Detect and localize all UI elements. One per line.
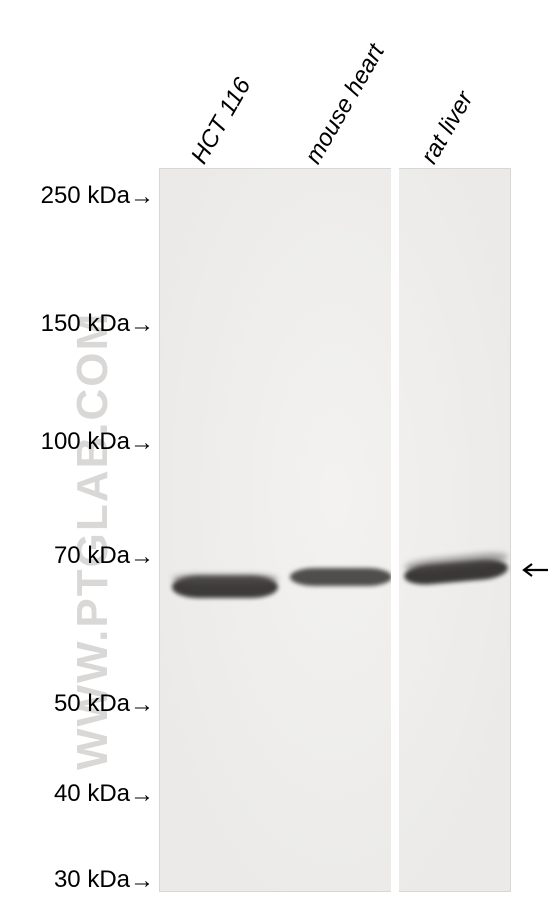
mw-value: 50 kDa (54, 690, 130, 717)
arrow-right-icon: → (130, 867, 154, 895)
arrow-right-icon: → (130, 543, 154, 571)
lane-divider (391, 168, 399, 892)
lane-label: HCT 116 (186, 73, 257, 169)
mw-marker-label: 70 kDa→ (54, 542, 154, 571)
mw-value: 30 kDa (54, 866, 130, 893)
mw-value: 250 kDa (41, 182, 130, 209)
mw-marker-label: 250 kDa→ (41, 182, 154, 211)
mw-marker-label: 30 kDa→ (54, 866, 154, 895)
blot-band (172, 574, 278, 584)
mw-value: 70 kDa (54, 542, 130, 569)
target-band-arrow-icon (520, 560, 550, 580)
blot-band (290, 568, 392, 586)
arrow-right-icon: → (130, 691, 154, 719)
blot-figure: WWW.PTGLAB.COM HCT 116mouse heartrat liv… (0, 0, 550, 903)
blot-background (159, 168, 511, 892)
mw-value: 100 kDa (41, 428, 130, 455)
arrow-right-icon: → (130, 183, 154, 211)
arrow-right-icon: → (130, 781, 154, 809)
arrow-right-icon: → (130, 311, 154, 339)
blot-membrane (159, 168, 511, 892)
mw-marker-label: 100 kDa→ (41, 428, 154, 457)
mw-marker-label: 50 kDa→ (54, 690, 154, 719)
mw-marker-label: 40 kDa→ (54, 780, 154, 809)
arrow-right-icon: → (130, 429, 154, 457)
mw-value: 40 kDa (54, 780, 130, 807)
lane-label: mouse heart (300, 39, 391, 169)
mw-marker-label: 150 kDa→ (41, 310, 154, 339)
lane-label: rat liver (416, 87, 480, 169)
mw-value: 150 kDa (41, 310, 130, 337)
